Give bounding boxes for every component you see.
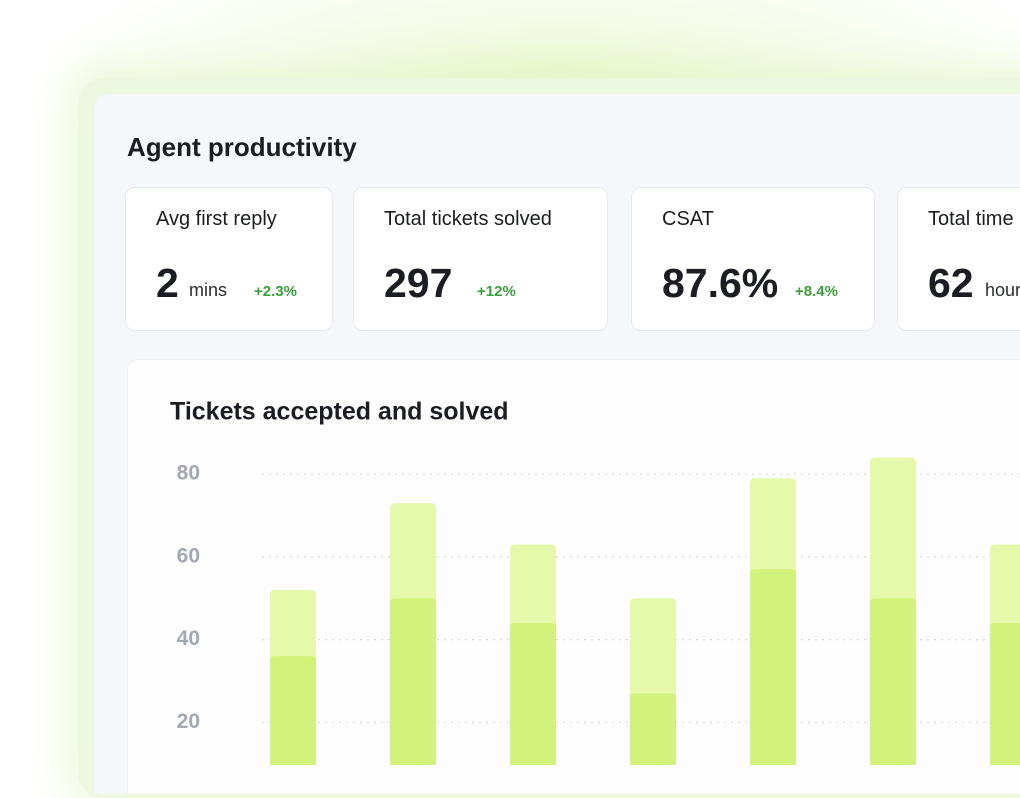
- chart-card: Tickets accepted and solved 20 40 60 80: [128, 360, 1020, 794]
- kpi-label: Total tickets solved: [384, 208, 552, 230]
- bar: [270, 656, 316, 765]
- kpi-label: Avg first reply: [156, 208, 277, 230]
- y-tick-label: 40: [177, 627, 200, 650]
- page-title: Agent productivity: [127, 132, 357, 162]
- y-tick-label: 80: [177, 462, 200, 485]
- y-tick-label: 20: [177, 710, 200, 733]
- kpi-change: +2.3%: [254, 283, 297, 300]
- chart-title: Tickets accepted and solved: [170, 398, 509, 426]
- kpi-change: +12%: [477, 283, 516, 300]
- kpi-value: 62: [928, 260, 974, 306]
- kpi-value: 297: [384, 260, 453, 306]
- kpi-label: Total time: [928, 208, 1014, 230]
- kpi-unit: mins: [189, 280, 228, 300]
- bar: [990, 623, 1020, 765]
- bar: [750, 569, 796, 765]
- kpi-card: Total time 62 hours: [897, 187, 1020, 331]
- kpi-card: Total tickets solved 297 +12%: [353, 187, 608, 331]
- bar: [510, 623, 556, 765]
- kpi-unit: hours: [985, 280, 1020, 300]
- bar: [630, 693, 676, 765]
- chart: Tickets accepted and solved 20 40 60 80: [170, 398, 1020, 765]
- kpi-value: 2: [156, 260, 179, 306]
- y-tick-label: 60: [177, 544, 200, 567]
- kpi-card: CSAT 87.6% +8.4%: [631, 187, 875, 331]
- kpi-value: 87.6%: [662, 260, 779, 306]
- kpi-label: CSAT: [662, 208, 714, 230]
- bar: [390, 598, 436, 765]
- kpi-change: +8.4%: [795, 283, 838, 300]
- dashboard-panel: Agent productivity Avg first reply 2 min…: [94, 94, 1020, 794]
- kpi-card: Avg first reply 2 mins +2.3%: [125, 187, 333, 331]
- bar: [870, 598, 916, 765]
